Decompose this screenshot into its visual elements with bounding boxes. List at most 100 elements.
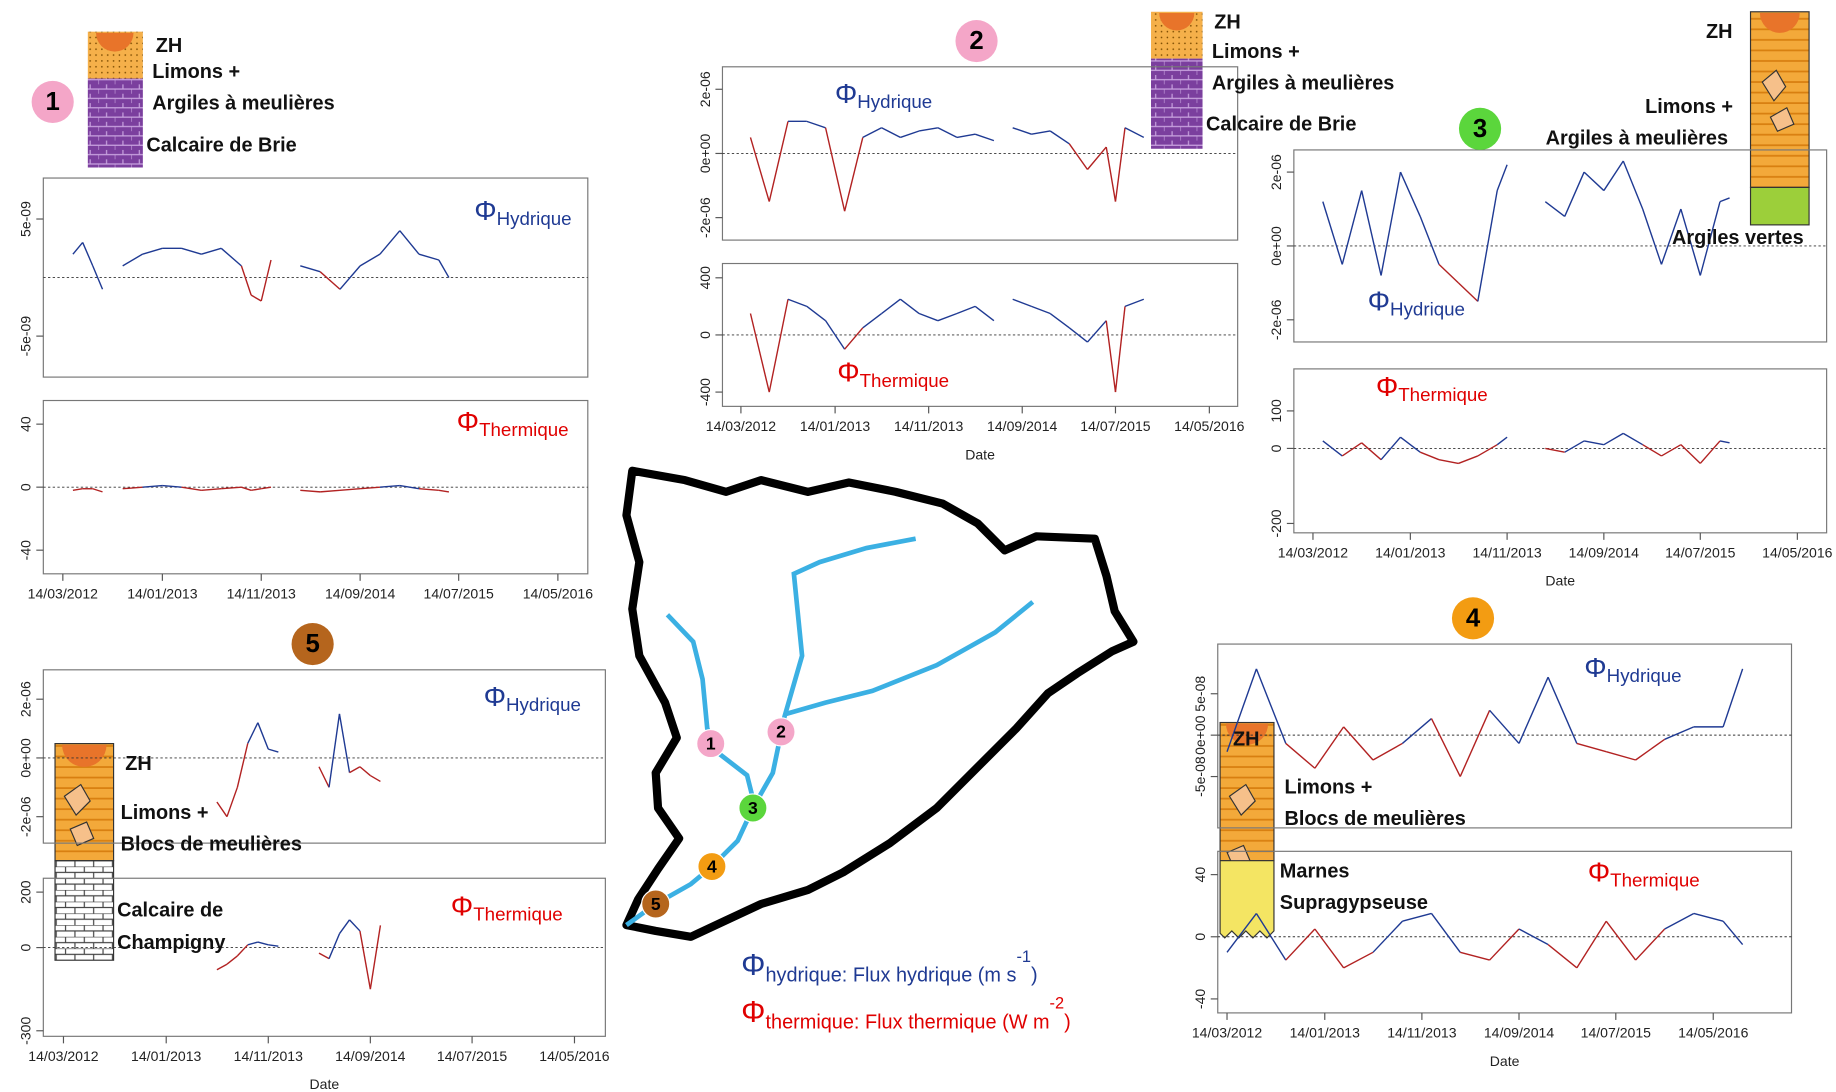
layer-label: Limons + xyxy=(121,802,209,824)
legend-symbol: Φ xyxy=(741,995,765,1029)
flux-segment xyxy=(338,713,351,773)
layer-label: Limons + xyxy=(1212,41,1300,63)
layer-label: ZH xyxy=(125,753,152,775)
plot-frame xyxy=(42,669,606,844)
flux-segment xyxy=(418,253,440,261)
y-tick-label: -5e-09 xyxy=(18,316,34,357)
flux-segment xyxy=(1341,442,1363,457)
panel-number: 5 xyxy=(305,630,319,658)
flux-segment xyxy=(1576,920,1607,969)
flux-segment xyxy=(1105,320,1117,393)
flux-segment xyxy=(1547,676,1578,744)
flux-segment xyxy=(1419,451,1440,461)
flux-segment xyxy=(1719,197,1730,203)
flux-symbol: Φ xyxy=(835,78,857,109)
flux-segment xyxy=(1031,305,1051,315)
flux-segment xyxy=(1564,171,1585,217)
station-number: 3 xyxy=(748,798,758,818)
y-tick-label: 40 xyxy=(1192,867,1208,883)
stratigraphic-columns xyxy=(54,11,1810,961)
flux-segment xyxy=(1400,436,1421,453)
plot-frame xyxy=(42,877,606,1037)
y-tick-label: 0e+00 xyxy=(1268,226,1284,266)
flux-segment xyxy=(1680,444,1701,464)
y-tick-label: 5e-09 xyxy=(18,201,34,237)
flux-segment xyxy=(1583,171,1605,192)
flux-segment xyxy=(226,787,239,817)
flux-segment xyxy=(418,488,439,492)
y-tick-label: -40 xyxy=(1192,989,1208,1009)
flux-subscript: Thermique xyxy=(1398,384,1487,405)
flux-segment xyxy=(1322,440,1343,457)
layer-label: Calcaire de xyxy=(117,899,223,921)
x-tick-label: 14/01/2013 xyxy=(127,586,197,602)
layer-label: ZH xyxy=(1233,728,1260,750)
flux-segment xyxy=(1285,742,1316,769)
river xyxy=(665,613,758,809)
station-marker xyxy=(696,728,726,759)
flux-segment xyxy=(1545,447,1565,453)
x-tick-label: 14/05/2016 xyxy=(1678,1025,1748,1041)
watershed-map xyxy=(622,466,1138,941)
flux-symbol: Φ xyxy=(837,357,859,388)
flux-segment xyxy=(240,265,252,296)
flux-segment xyxy=(1012,298,1032,308)
flux-segment xyxy=(974,133,995,142)
flux-segment xyxy=(1322,201,1343,265)
x-tick-label: 14/09/2014 xyxy=(335,1048,405,1064)
flux-segment xyxy=(379,230,401,255)
flux-segment xyxy=(919,127,939,132)
legend-text: : Flux hydrique (m s xyxy=(842,965,1017,987)
flux-symbol: Φ xyxy=(484,682,506,713)
flux-segment xyxy=(1576,742,1607,753)
flux-segment xyxy=(1372,742,1403,761)
flux-subscript: Hydrique xyxy=(1607,665,1682,686)
layer-label: Champigny xyxy=(117,932,225,954)
layer-label: Argiles vertes xyxy=(1672,227,1804,249)
layer xyxy=(96,32,134,52)
x-tick-label: 14/03/2012 xyxy=(28,586,98,602)
x-tick-label: 14/05/2016 xyxy=(1174,418,1244,434)
x-axis-label: Date xyxy=(1490,1053,1520,1069)
x-tick-label: 14/01/2013 xyxy=(800,418,870,434)
flux-segment xyxy=(72,488,83,492)
x-tick-label: 14/09/2014 xyxy=(1569,545,1639,561)
flux-subscript: Hydrique xyxy=(1390,298,1465,319)
layer xyxy=(1749,186,1810,226)
x-tick-label: 14/11/2013 xyxy=(234,1048,303,1064)
flux-label: ΦHydrique xyxy=(1368,286,1465,320)
flux-segment xyxy=(1380,171,1402,276)
layer xyxy=(54,860,115,961)
flux-segment xyxy=(82,242,94,267)
flux-segment xyxy=(379,484,400,488)
x-tick-label: 14/09/2014 xyxy=(1484,1025,1554,1041)
flux-segment xyxy=(1622,432,1644,446)
flux-label: ΦHydrique xyxy=(835,78,932,112)
flux-segment xyxy=(328,933,341,959)
plot-frame xyxy=(1293,368,1828,534)
river xyxy=(783,600,1035,717)
y-tick-label: -200 xyxy=(1268,509,1284,537)
station-number: 4 xyxy=(707,856,717,876)
y-tick-label: 400 xyxy=(697,266,713,290)
legend-close: ) xyxy=(1031,965,1038,987)
layer xyxy=(62,744,107,768)
plot-frame xyxy=(1217,850,1793,1014)
y-tick-label: -2e-06 xyxy=(1268,299,1284,340)
flux-segment xyxy=(201,488,222,492)
flux-segment xyxy=(438,259,450,278)
flux-segment xyxy=(339,488,361,492)
flux-segment xyxy=(241,486,252,491)
x-tick-label: 14/03/2012 xyxy=(28,1048,98,1064)
watershed-boundary xyxy=(622,466,1138,941)
layer-label: ZH xyxy=(1706,21,1733,43)
flux-segment xyxy=(1226,668,1258,752)
flux-segment xyxy=(937,127,958,139)
flux-segment xyxy=(1012,127,1032,135)
y-tick-label: 0 xyxy=(1192,933,1208,941)
flux-segment xyxy=(318,766,330,788)
y-tick-label: 100 xyxy=(1268,399,1284,423)
panel-marker xyxy=(1458,107,1502,150)
x-axis-label: Date xyxy=(310,1076,340,1092)
station-number: 1 xyxy=(706,733,716,753)
